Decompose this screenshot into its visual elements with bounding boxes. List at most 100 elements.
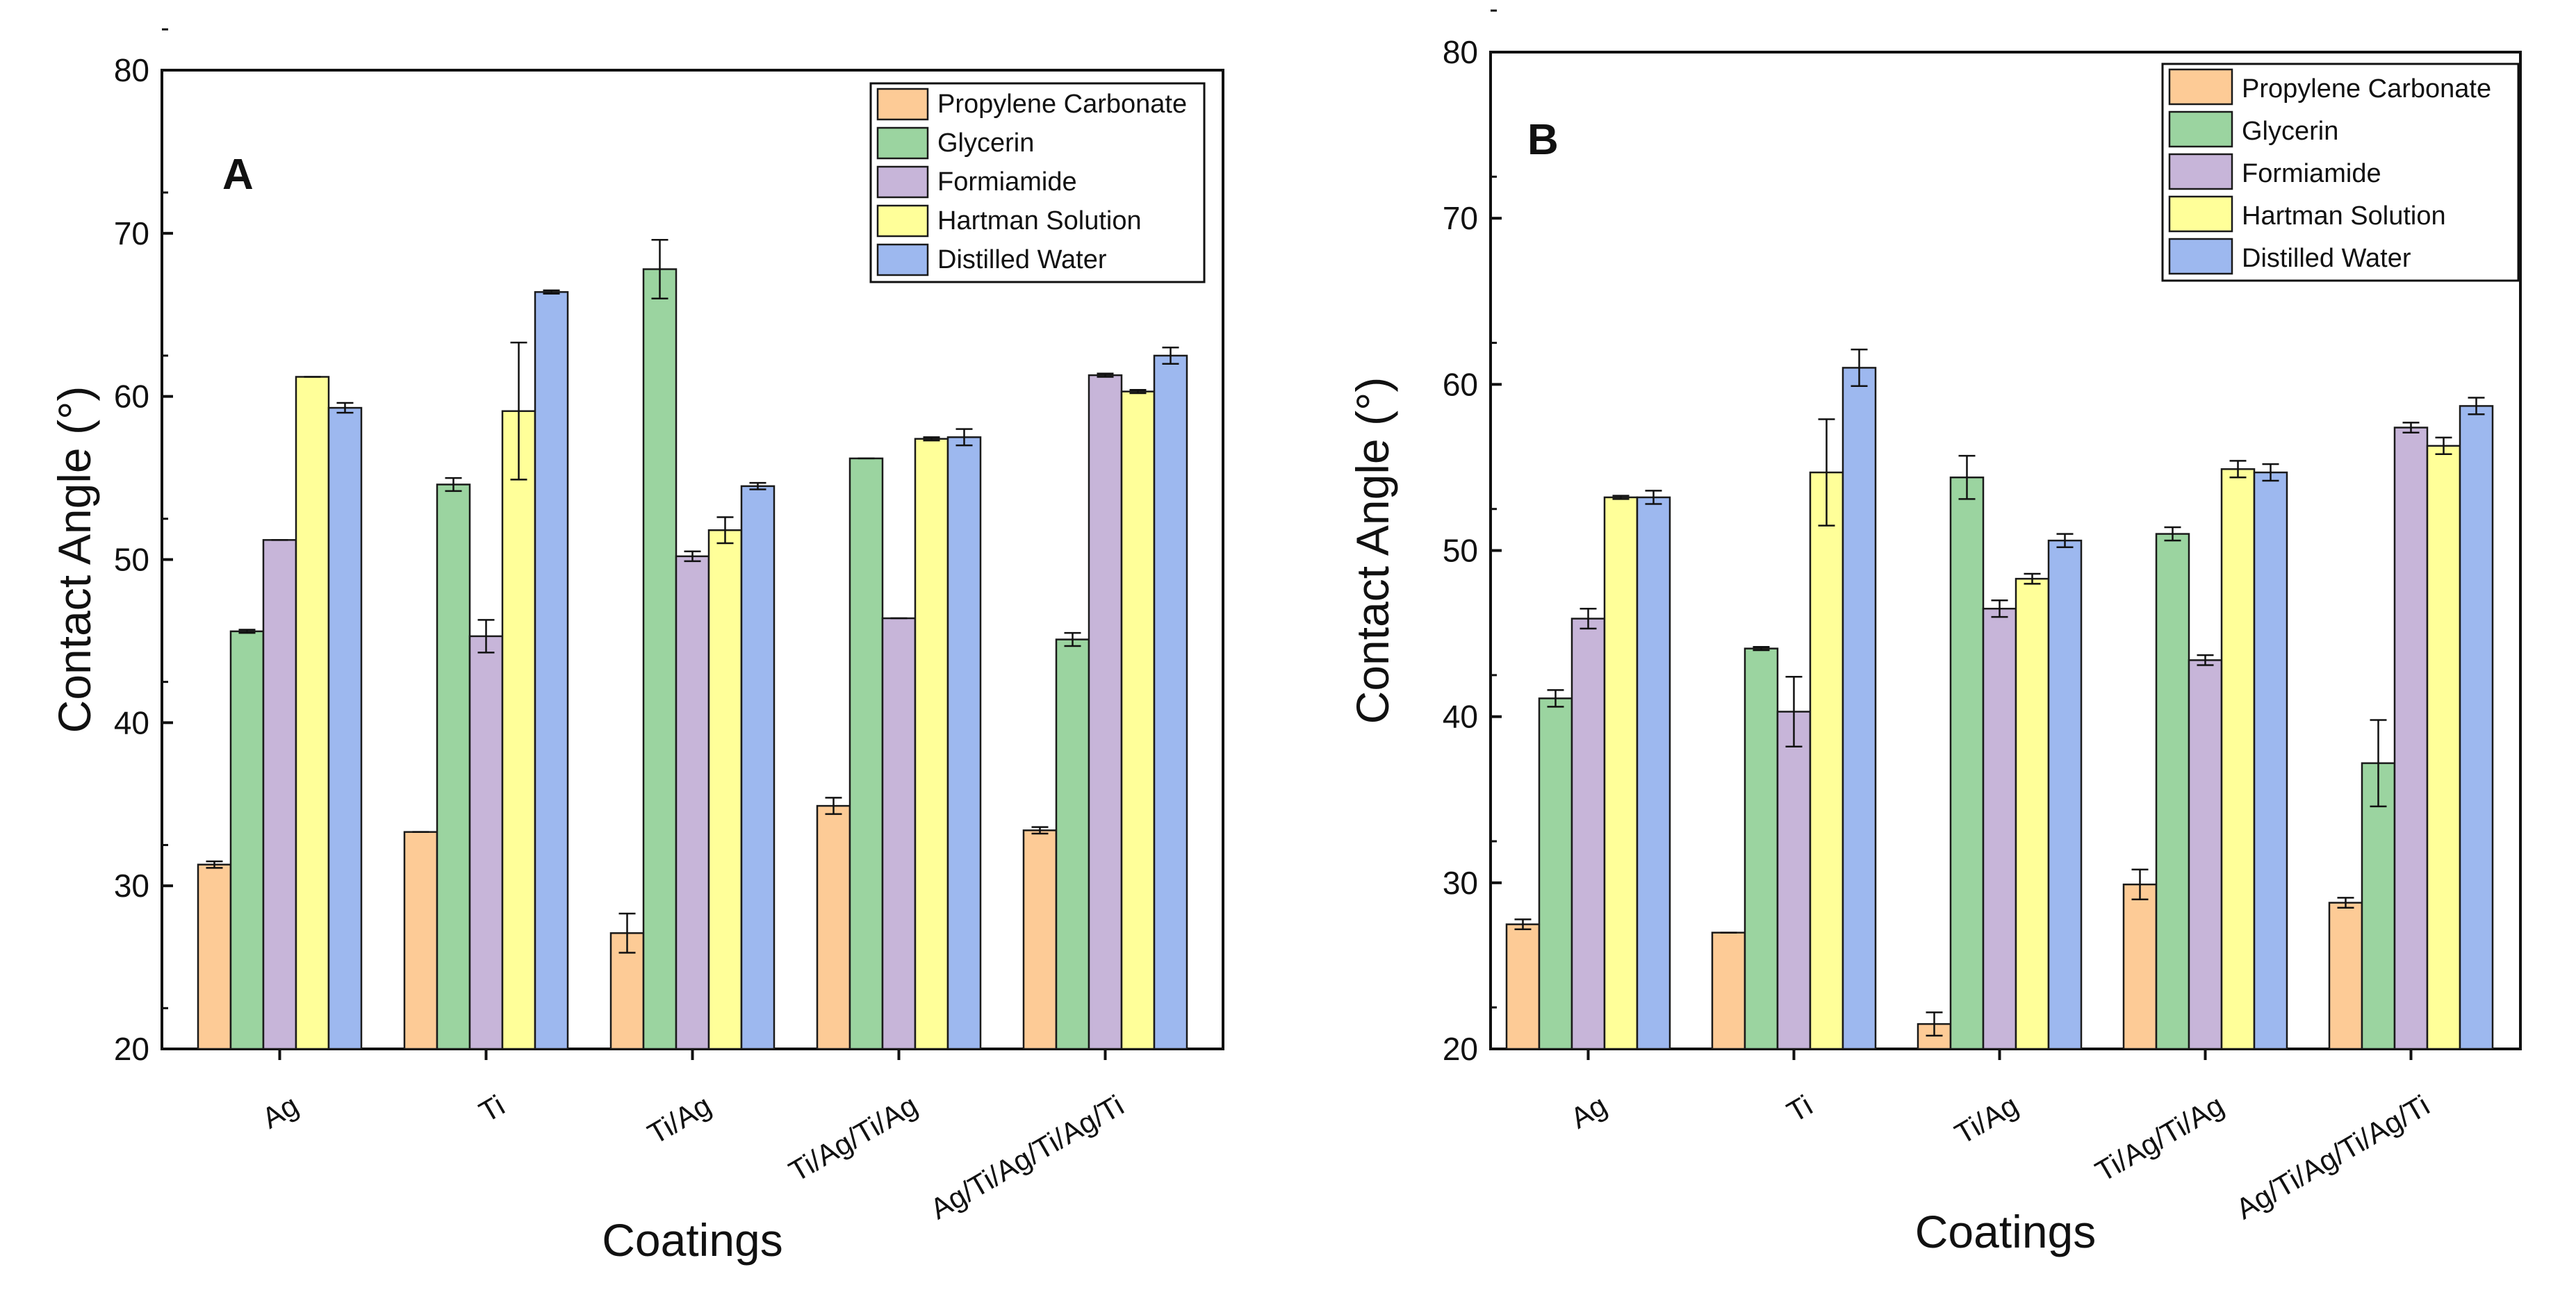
y-tick-label: 20	[1443, 1031, 1478, 1067]
legend-swatch	[876, 126, 929, 160]
legend-swatch	[2168, 68, 2233, 106]
y-tick-label: 80	[114, 52, 149, 88]
bar	[2426, 445, 2461, 1050]
bar	[1841, 367, 1877, 1050]
panel-letter: B	[1527, 116, 1559, 164]
panel-letter: A	[222, 151, 254, 199]
legend-label: Formiamide	[2242, 159, 2381, 188]
bar	[534, 291, 569, 1050]
bar	[642, 268, 678, 1050]
bar	[740, 485, 776, 1050]
y-tick-label: 40	[1443, 699, 1478, 735]
bar	[468, 635, 504, 1050]
x-axis-title: Coatings	[602, 1214, 783, 1266]
y-tick-label: 60	[114, 379, 149, 415]
x-tick-label: Ti/Ag/Ti/Ag	[783, 1089, 923, 1188]
legend-swatch	[2168, 153, 2233, 190]
bar	[436, 483, 471, 1050]
bar	[197, 863, 232, 1050]
bar	[816, 804, 851, 1050]
bar	[1055, 638, 1090, 1050]
bar	[295, 376, 330, 1050]
bar	[1538, 697, 1573, 1050]
bar	[881, 617, 917, 1050]
bar	[2253, 471, 2288, 1050]
bar	[1120, 390, 1156, 1050]
chart-panel-b: 20 30 40 50 60 70 80 Contact Angle (°) Coatings A…	[1347, 9, 2522, 1257]
bar	[2047, 539, 2083, 1050]
y-axis-title: Contact Angle (°)	[49, 386, 100, 734]
y-tick-label: 30	[114, 868, 149, 904]
x-tick-label: Ti	[1782, 1089, 1818, 1128]
x-tick-label: Ag	[256, 1089, 304, 1134]
bar	[1505, 923, 1541, 1050]
y-tick-label: 70	[114, 215, 149, 251]
bar	[2122, 883, 2158, 1050]
bar	[327, 406, 363, 1050]
legend-swatch	[2168, 238, 2233, 275]
bar	[2393, 427, 2429, 1050]
legend-swatch	[876, 243, 929, 276]
y-tick-label: 70	[1443, 200, 1478, 236]
bar	[675, 555, 710, 1050]
bar	[262, 539, 297, 1050]
bar	[2328, 902, 2363, 1050]
bar	[1776, 711, 1812, 1050]
bar	[1570, 618, 1606, 1050]
legend-label: Glycerin	[937, 129, 1034, 158]
x-tick-label: Ti/Ag	[1949, 1089, 2024, 1150]
x-tick-label: Ag/Ti/Ag/Ti/Ag/Ti	[925, 1089, 1129, 1225]
bar	[1949, 477, 1985, 1050]
bar	[1088, 374, 1123, 1050]
legend-label: Hartman Solution	[2242, 201, 2446, 231]
legend-label: Formiamide	[937, 167, 1077, 197]
y-tick-label: 40	[114, 704, 149, 740]
legend-label: Distilled Water	[937, 245, 1107, 274]
legend-swatch	[876, 165, 929, 199]
y-tick-label: 80	[1443, 34, 1478, 70]
x-axis-title: Coatings	[1915, 1206, 2097, 1257]
bar	[2015, 577, 2050, 1050]
bar	[1153, 354, 1188, 1050]
legend-label: Distilled Water	[2242, 244, 2411, 273]
legend-swatch	[876, 88, 929, 121]
y-axis-title: Contact Angle (°)	[1347, 377, 1398, 725]
y-tick-label: 30	[1443, 865, 1478, 901]
bar	[2155, 533, 2190, 1050]
bar	[1982, 607, 2017, 1050]
legend-label: Hartman Solution	[937, 206, 1142, 235]
bar	[848, 457, 884, 1050]
legend-swatch	[2168, 195, 2233, 233]
legend-swatch	[876, 204, 929, 238]
bar	[946, 436, 982, 1050]
bar	[1711, 932, 1746, 1050]
x-tick-label: Ti/Ag/Ti/Ag	[2090, 1089, 2229, 1188]
y-tick-label: 50	[114, 542, 149, 578]
bar	[2459, 405, 2494, 1050]
legend-label: Propylene Carbonate	[2242, 74, 2491, 104]
bar	[1603, 496, 1639, 1050]
x-tick-label: Ti/Ag	[642, 1089, 716, 1150]
legend-label: Propylene Carbonate	[937, 90, 1187, 119]
legend-swatch	[2168, 110, 2233, 148]
bar	[2220, 468, 2256, 1050]
x-tick-label: Ag	[1565, 1089, 1612, 1134]
bar	[1809, 471, 1844, 1050]
bar	[1022, 829, 1058, 1050]
legend-label: Glycerin	[2242, 117, 2338, 146]
x-tick-label: Ti	[474, 1089, 510, 1128]
bar	[1744, 647, 1779, 1050]
bar	[707, 529, 743, 1050]
y-tick-label: 20	[114, 1031, 149, 1067]
y-tick-label: 50	[1443, 533, 1478, 569]
bar	[2188, 659, 2223, 1050]
bar	[914, 438, 949, 1050]
bar	[229, 630, 265, 1050]
bar	[501, 410, 536, 1050]
y-tick-label: 60	[1443, 366, 1478, 402]
bar	[403, 831, 438, 1050]
bar	[1636, 496, 1671, 1050]
x-tick-label: Ag/Ti/Ag/Ti/Ag/Ti	[2231, 1089, 2435, 1225]
chart-panel-a: 20 30 40 50 60 70 80 Contact Angle (°) Coatings A…	[49, 28, 1224, 1266]
